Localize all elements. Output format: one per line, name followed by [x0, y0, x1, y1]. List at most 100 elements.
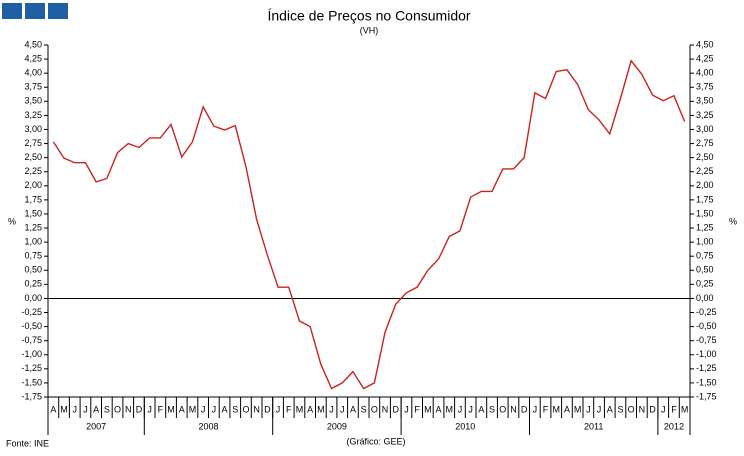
x-tick-label: M [446, 404, 454, 414]
x-tick-label: J [73, 404, 78, 414]
year-label: 2009 [327, 421, 347, 431]
x-tick-label: J [533, 404, 538, 414]
x-tick-label: F [286, 404, 292, 414]
x-tick-label: A [350, 404, 356, 414]
x-tick-label: O [114, 404, 121, 414]
y2-tick-label: 1,50 [696, 208, 714, 218]
y-tick-label: 0,50 [24, 265, 42, 275]
y-tick-label: 2,00 [24, 180, 42, 190]
year-label: 2008 [198, 421, 218, 431]
y2-tick-label: 2,00 [696, 180, 714, 190]
y2-tick-label: 4,00 [696, 68, 714, 78]
x-tick-label: A [307, 404, 313, 414]
y2-tick-label: -1,00 [696, 349, 717, 359]
x-tick-label: J [329, 404, 334, 414]
x-tick-label: M [189, 404, 197, 414]
y-tick-label: 3,75 [24, 82, 42, 92]
y2-tick-label: 2,75 [696, 138, 714, 148]
year-label: 2012 [664, 421, 684, 431]
x-tick-label: N [125, 404, 132, 414]
x-tick-label: D [136, 404, 143, 414]
y-tick-label: -1,25 [21, 363, 42, 373]
x-tick-label: J [468, 404, 473, 414]
y-tick-label: 3,25 [24, 110, 42, 120]
x-tick-label: N [382, 404, 389, 414]
y-tick-label: 1,00 [24, 236, 42, 246]
y2-tick-label: 0,25 [696, 279, 714, 289]
y-tick-label: 1,50 [24, 208, 42, 218]
y-tick-label: 2,75 [24, 138, 42, 148]
x-tick-label: D [264, 404, 271, 414]
y2-tick-label: 0,50 [696, 265, 714, 275]
y2-tick-label: -1,75 [696, 391, 717, 401]
x-tick-label: S [361, 404, 367, 414]
y2-tick-label: 3,25 [696, 110, 714, 120]
x-tick-label: N [510, 404, 517, 414]
x-tick-label: D [521, 404, 528, 414]
y-tick-label: 1,25 [24, 222, 42, 232]
x-tick-label: O [628, 404, 635, 414]
chart-subtitle: (VH) [360, 25, 379, 35]
x-tick-label: D [393, 404, 400, 414]
y2-tick-label: 4,50 [696, 39, 714, 49]
y-tick-label: 4,00 [24, 68, 42, 78]
logo-block [2, 3, 22, 19]
y2-tick-label: -1,25 [696, 363, 717, 373]
year-label: 2007 [86, 421, 106, 431]
y-tick-label: 0,00 [24, 293, 42, 303]
y2-tick-label: 0,75 [696, 251, 714, 261]
y-tick-label: 3,00 [24, 124, 42, 134]
y-tick-label: 4,25 [24, 53, 42, 63]
x-tick-label: J [83, 404, 88, 414]
y-tick-label: 3,50 [24, 96, 42, 106]
x-tick-label: M [296, 404, 304, 414]
x-tick-label: A [436, 404, 442, 414]
x-tick-label: S [104, 404, 110, 414]
y2-tick-label: 4,25 [696, 53, 714, 63]
y2-tick-label: 3,00 [696, 124, 714, 134]
x-tick-label: N [639, 404, 646, 414]
x-tick-label: A [564, 404, 570, 414]
source: Fonte: INE [6, 438, 49, 448]
data-line [52, 59, 686, 390]
y-tick-label: 4,50 [24, 39, 42, 49]
x-tick-label: F [158, 404, 164, 414]
x-tick-label: J [458, 404, 463, 414]
x-tick-label: J [586, 404, 591, 414]
y2-tick-label: -0,25 [696, 307, 717, 317]
x-tick-label: N [253, 404, 260, 414]
x-tick-label: A [222, 404, 228, 414]
y2-tick-label: -0,50 [696, 321, 717, 331]
x-tick-label: S [617, 404, 623, 414]
y2-tick-label: 2,50 [696, 152, 714, 162]
y-tick-label: -1,75 [21, 391, 42, 401]
y2-tick-label: -0,75 [696, 335, 717, 345]
x-tick-label: O [499, 404, 506, 414]
y2-tick-label: 0,00 [696, 293, 714, 303]
x-tick-label: J [597, 404, 602, 414]
y2-tick-label: 1,25 [696, 222, 714, 232]
x-tick-label: F [414, 404, 420, 414]
y2-tick-label: 3,75 [696, 82, 714, 92]
y2-axis-label: % [729, 216, 737, 226]
logo-block [48, 3, 68, 19]
y-tick-label: -1,50 [21, 377, 42, 387]
y-axis-label: % [8, 216, 16, 226]
logo-block [25, 3, 45, 19]
x-tick-label: J [201, 404, 206, 414]
y-tick-label: 1,75 [24, 194, 42, 204]
x-tick-label: F [671, 404, 677, 414]
x-tick-label: J [276, 404, 281, 414]
year-label: 2010 [455, 421, 475, 431]
x-tick-label: S [489, 404, 495, 414]
y2-tick-label: 1,00 [696, 236, 714, 246]
x-tick-label: J [404, 404, 409, 414]
x-tick-label: J [340, 404, 345, 414]
x-tick-label: J [212, 404, 217, 414]
y-tick-label: 0,75 [24, 251, 42, 261]
x-tick-label: A [179, 404, 185, 414]
y-tick-label: 2,25 [24, 166, 42, 176]
y2-tick-label: 1,75 [696, 194, 714, 204]
y2-tick-label: -1,50 [696, 377, 717, 387]
